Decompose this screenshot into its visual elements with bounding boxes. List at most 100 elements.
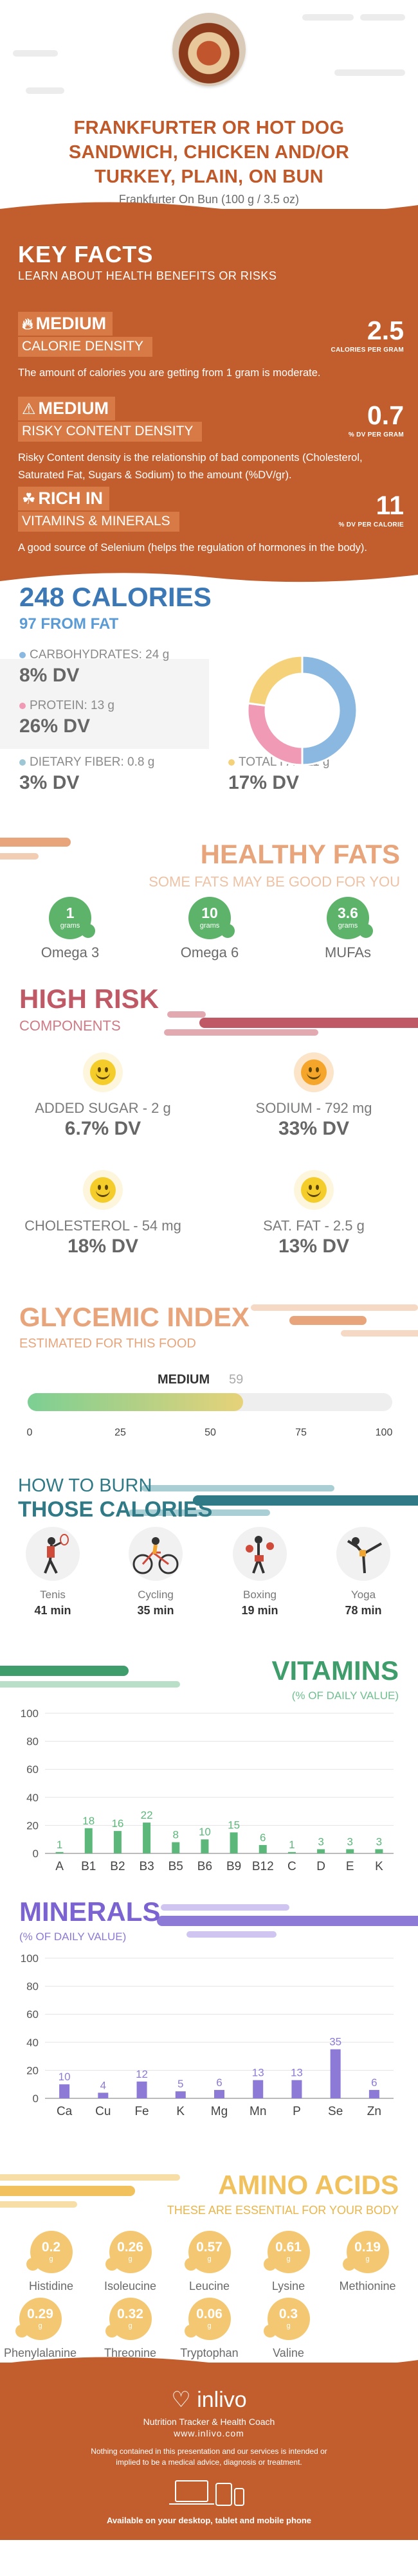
bar-C <box>287 1851 296 1853</box>
glycemic-value: 59 <box>229 1373 244 1387</box>
fiber-dot-icon <box>19 759 26 766</box>
bar-value-label: 5 <box>177 2078 183 2090</box>
amino-acids-section: AMINO ACIDS THESE ARE ESSENTIAL FOR YOUR… <box>0 2160 418 2363</box>
macro-dv: 3% DV <box>19 772 80 793</box>
x-tick-label: B2 <box>110 1860 125 1873</box>
vitamins-bar-chart: 0 20 40 60 80 100 1 A 18 B1 16 B2 22 B3 8 B5 10 B6 15 B9 6 B1… <box>21 1707 394 1873</box>
bar-P <box>291 2080 302 2098</box>
activity-yoga: Yoga 78 min <box>322 1527 405 1617</box>
key-fact-level: ⚠︎ MEDIUM <box>18 397 116 420</box>
risk-added-sugar: ADDED SUGAR - 2 g 6.7% DV <box>6 1052 199 1140</box>
amino-name: Phenylalanine <box>3 2346 77 2359</box>
key-facts-subtitle: LEARN ABOUT HEALTH BENEFITS OR RISKS <box>18 269 277 282</box>
amino-name: Methionine <box>339 2280 396 2292</box>
bar-K <box>175 2091 186 2098</box>
brand-logo[interactable]: ♡ inlivo <box>0 2387 418 2413</box>
bar-value-label: 1 <box>289 1839 295 1851</box>
glycemic-tick: 0 <box>26 1427 33 1438</box>
amino-badge: 0.06 g <box>184 2298 231 2340</box>
key-fact-level: 🔥︎ MEDIUM <box>18 312 113 336</box>
donut-slice-total-fat <box>247 654 304 707</box>
key-fact-value: 11 <box>376 491 404 520</box>
bar-value-label: 13 <box>252 2067 264 2079</box>
macro-label: DIETARY FIBER: 0.8 g <box>30 755 155 769</box>
amino-badge: 0.26 g <box>105 2231 152 2273</box>
bar-B6 <box>201 1839 209 1853</box>
bar-B5 <box>172 1842 180 1853</box>
warning-icon: ⚠︎ <box>22 401 36 418</box>
burn-title-line2: THOSE CALORIES <box>18 1497 213 1522</box>
bar-Ca <box>59 2084 70 2098</box>
bar-value-label: 3 <box>318 1835 323 1848</box>
healthy-fats-title: HEALTHY FATS <box>200 839 400 869</box>
glycemic-bar <box>28 1393 392 1411</box>
key-fact-label: RISKY CONTENT DENSITY <box>18 422 203 442</box>
x-tick-label: E <box>346 1860 354 1873</box>
x-tick-label: Mn <box>250 2105 266 2118</box>
x-tick-label: B5 <box>168 1860 183 1873</box>
y-tick-label: 0 <box>33 1848 39 1860</box>
bar-value-label: 6 <box>216 2076 222 2089</box>
x-tick-label: Fe <box>134 2105 149 2118</box>
smiley-icon <box>294 1170 334 1210</box>
activity-time: 41 min <box>34 1604 71 1617</box>
key-fact-label: VITAMINS & MINERALS <box>18 512 179 532</box>
amino-badge: 0.29 g <box>15 2298 62 2340</box>
key-facts-section: KEY FACTS LEARN ABOUT HEALTH BENEFITS OR… <box>0 202 418 569</box>
bar-value-label: 3 <box>347 1835 353 1848</box>
glycemic-tick: 25 <box>114 1427 126 1438</box>
x-tick-label: D <box>316 1860 325 1873</box>
brand-name: inlivo <box>197 2388 247 2412</box>
wave-divider <box>0 568 418 582</box>
decor-stripes <box>164 1011 418 1036</box>
glycemic-tick: 100 <box>375 1427 393 1438</box>
key-fact-unit: CALORIES PER GRAM <box>331 347 404 354</box>
fat-badge: 1 grams <box>49 897 95 939</box>
decor-stripes <box>157 1904 418 1938</box>
risk-dv: 33% DV <box>278 1118 350 1139</box>
minerals-bar-chart: 0 20 40 60 80 100 10 Ca 4 Cu 12 Fe 5 K 6 Mg 13 Mn 13 P 35 Se 6… <box>21 1952 394 2118</box>
amino-methionine: 0.19 g Methionine <box>327 2231 408 2293</box>
x-tick-label: Mg <box>211 2105 228 2118</box>
y-tick-label: 100 <box>21 1952 39 1965</box>
macro-donut-chart <box>246 654 358 766</box>
disclaimer: Nothing contained in this presentation a… <box>91 2447 327 2467</box>
bar-D <box>317 1849 325 1853</box>
food-image <box>172 13 246 86</box>
amino-valine: 0.3 g Valine <box>248 2298 329 2360</box>
x-tick-label: P <box>293 2105 301 2118</box>
x-tick-label: K <box>375 1860 383 1873</box>
brand-url[interactable]: www.inlivo.com <box>174 2428 244 2438</box>
bar-Se <box>330 2049 341 2098</box>
bar-Fe <box>136 2081 147 2098</box>
decor-stripe <box>334 69 405 76</box>
calories-section: 248 CALORIES 97 FROM FAT CARBOHYDRATES: … <box>0 568 418 820</box>
y-tick-label: 0 <box>33 2093 39 2105</box>
macro-dv: 17% DV <box>228 772 300 793</box>
amino-badge: 0.19 g <box>342 2231 389 2273</box>
amino-badge: 0.32 g <box>105 2298 152 2340</box>
amino-leucine: 0.57 g Leucine <box>169 2231 250 2293</box>
fat-omega-3: 1 grams Omega 3 <box>19 897 122 961</box>
activity-time: 78 min <box>345 1604 382 1617</box>
risk-cholesterol: CHOLESTEROL - 54 mg 18% DV <box>6 1170 199 1257</box>
burn-title-line1: HOW TO BURN <box>18 1475 152 1496</box>
x-tick-label: B1 <box>81 1860 96 1873</box>
glycemic-section: GLYCEMIC INDEX ESTIMATED FOR THIS FOOD M… <box>0 1289 418 1459</box>
key-fact-calorie-density: 🔥︎ MEDIUM CALORIE DENSITY The amount of c… <box>18 312 404 382</box>
decor-stripes <box>0 1666 180 1688</box>
bar-value-label: 6 <box>260 1832 266 1844</box>
activity-cycling: Cycling 35 min <box>114 1527 197 1617</box>
bar-value-label: 10 <box>59 2071 71 2083</box>
x-tick-label: C <box>287 1860 296 1873</box>
bar-Zn <box>368 2089 379 2098</box>
decor-stripes <box>129 1485 418 1516</box>
decor-stripe <box>302 14 354 21</box>
amino-badge: 0.3 g <box>263 2298 310 2340</box>
amino-name: Tryptophan <box>180 2346 239 2359</box>
amino-name: Histidine <box>28 2280 74 2292</box>
macro-protein: PROTEIN: 13 g 26% DV <box>19 699 114 737</box>
decor-stripes <box>0 2174 180 2208</box>
vitamins-subtitle: (% OF DAILY VALUE) <box>291 1689 399 1702</box>
